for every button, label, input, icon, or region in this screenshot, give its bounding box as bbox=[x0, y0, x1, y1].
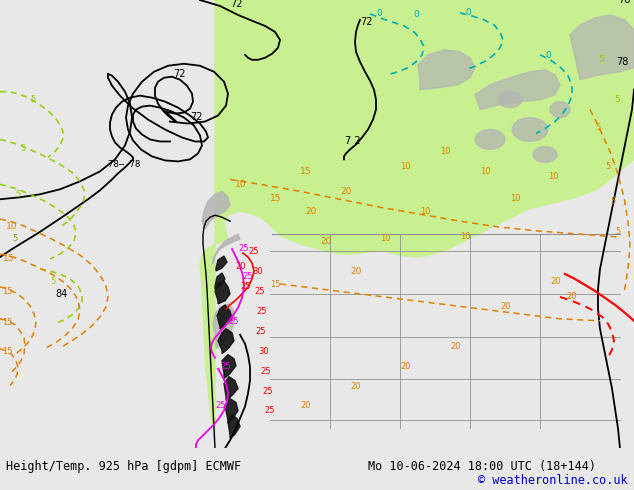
Text: Height/Temp. 925 hPa [gdpm] ECMWF: Height/Temp. 925 hPa [gdpm] ECMWF bbox=[6, 460, 242, 473]
Text: 20: 20 bbox=[550, 277, 560, 286]
Polygon shape bbox=[222, 355, 236, 379]
Text: 7 2: 7 2 bbox=[345, 137, 361, 147]
Polygon shape bbox=[418, 50, 475, 90]
Text: 20: 20 bbox=[350, 267, 361, 276]
Polygon shape bbox=[202, 191, 230, 229]
Text: 10: 10 bbox=[6, 222, 18, 231]
Text: 15: 15 bbox=[270, 194, 281, 203]
Text: 84: 84 bbox=[55, 289, 67, 299]
Polygon shape bbox=[228, 415, 240, 439]
Polygon shape bbox=[512, 118, 548, 142]
Text: 25: 25 bbox=[262, 387, 273, 395]
Polygon shape bbox=[213, 234, 240, 264]
Polygon shape bbox=[550, 101, 570, 118]
Text: 78: 78 bbox=[618, 0, 630, 5]
Polygon shape bbox=[224, 377, 238, 400]
Polygon shape bbox=[215, 281, 230, 304]
Text: 0: 0 bbox=[545, 51, 551, 60]
Polygon shape bbox=[215, 273, 225, 289]
Text: 10: 10 bbox=[440, 147, 451, 156]
Polygon shape bbox=[216, 256, 227, 271]
Text: 5: 5 bbox=[12, 234, 17, 243]
Polygon shape bbox=[476, 129, 505, 149]
Text: 5: 5 bbox=[605, 162, 611, 171]
Text: 15: 15 bbox=[2, 287, 13, 296]
Text: 5: 5 bbox=[595, 122, 600, 131]
Text: 72: 72 bbox=[230, 0, 242, 9]
Polygon shape bbox=[475, 70, 560, 110]
Text: Mo 10-06-2024 18:00 UTC (18+144): Mo 10-06-2024 18:00 UTC (18+144) bbox=[368, 460, 596, 473]
Text: 25: 25 bbox=[240, 282, 250, 291]
Text: © weatheronline.co.uk: © weatheronline.co.uk bbox=[478, 474, 628, 487]
Polygon shape bbox=[213, 304, 235, 349]
Polygon shape bbox=[498, 92, 522, 108]
Text: 0: 0 bbox=[465, 8, 471, 17]
Text: 25: 25 bbox=[220, 362, 231, 370]
Text: 20: 20 bbox=[305, 207, 316, 216]
Text: 72: 72 bbox=[173, 69, 186, 79]
Text: 20: 20 bbox=[350, 382, 361, 391]
Polygon shape bbox=[217, 305, 232, 329]
Text: 20: 20 bbox=[566, 292, 576, 301]
Text: 25: 25 bbox=[242, 272, 252, 281]
Text: 5: 5 bbox=[598, 55, 604, 64]
Text: 72: 72 bbox=[190, 112, 202, 122]
Text: 20: 20 bbox=[300, 401, 311, 411]
Text: 25: 25 bbox=[248, 247, 259, 256]
Text: 5: 5 bbox=[50, 277, 55, 286]
Polygon shape bbox=[225, 398, 238, 423]
Text: 10: 10 bbox=[480, 168, 491, 176]
Polygon shape bbox=[533, 147, 557, 162]
Text: 5: 5 bbox=[614, 95, 620, 103]
Text: 15: 15 bbox=[2, 347, 13, 356]
Text: 10: 10 bbox=[380, 234, 391, 243]
Text: 5: 5 bbox=[15, 190, 20, 199]
Text: 15: 15 bbox=[2, 318, 13, 327]
Text: 15: 15 bbox=[3, 254, 15, 263]
Text: 15: 15 bbox=[300, 168, 311, 176]
Text: 72: 72 bbox=[360, 17, 373, 27]
Text: 10: 10 bbox=[548, 172, 559, 181]
Text: 25: 25 bbox=[260, 367, 271, 376]
Text: 10: 10 bbox=[420, 207, 430, 216]
Text: 30: 30 bbox=[252, 267, 262, 276]
Text: 5: 5 bbox=[30, 95, 36, 103]
Text: 78– 78: 78– 78 bbox=[108, 160, 140, 170]
Text: 25: 25 bbox=[254, 287, 264, 296]
Polygon shape bbox=[200, 0, 634, 448]
Text: 10: 10 bbox=[400, 162, 410, 171]
Text: 30: 30 bbox=[258, 347, 269, 356]
Text: 5: 5 bbox=[20, 145, 25, 153]
Text: 25: 25 bbox=[215, 401, 226, 411]
Text: 25: 25 bbox=[256, 307, 266, 316]
Text: 10: 10 bbox=[460, 232, 470, 241]
Text: 0: 0 bbox=[413, 10, 418, 19]
Text: 5: 5 bbox=[615, 227, 620, 236]
Text: 0: 0 bbox=[376, 9, 382, 18]
Text: 20: 20 bbox=[500, 302, 510, 311]
Text: 15: 15 bbox=[270, 280, 280, 289]
Text: 25: 25 bbox=[264, 407, 275, 416]
Text: 78: 78 bbox=[616, 57, 628, 67]
Text: 25: 25 bbox=[238, 244, 249, 253]
Text: 5: 5 bbox=[610, 197, 615, 206]
Polygon shape bbox=[570, 15, 634, 80]
Text: 20: 20 bbox=[340, 187, 351, 196]
Text: 10: 10 bbox=[510, 194, 521, 203]
Text: 20: 20 bbox=[400, 362, 410, 370]
Text: 25: 25 bbox=[255, 327, 266, 336]
Text: 20: 20 bbox=[320, 237, 332, 246]
Polygon shape bbox=[218, 329, 234, 354]
Text: 20: 20 bbox=[450, 342, 460, 351]
Text: 10: 10 bbox=[235, 180, 247, 189]
Text: 20: 20 bbox=[235, 262, 245, 271]
Text: 25: 25 bbox=[228, 317, 238, 326]
